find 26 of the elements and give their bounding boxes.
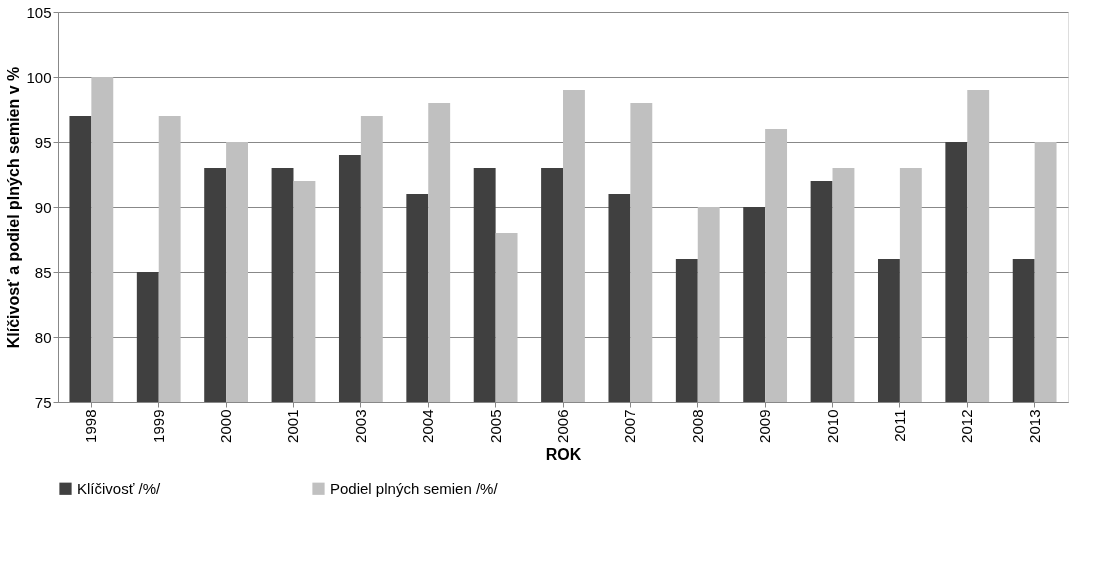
x-tick-label: 2000 [217, 409, 235, 443]
x-tick-label: 2010 [823, 409, 841, 443]
y-tick-label: 100 [26, 68, 52, 86]
y-axis-title: Klíčivosť a podiel plných semien v % [5, 66, 23, 349]
x-tick-label: 2004 [419, 409, 437, 443]
x-tick-label: 2007 [621, 409, 639, 443]
y-tick-label: 90 [34, 198, 52, 216]
y-tick-label: 80 [34, 328, 52, 346]
x-tick-label: 2012 [958, 409, 976, 443]
y-tick-label: 95 [34, 133, 52, 151]
x-tick-label: 2006 [554, 409, 571, 443]
x-tick-label: 1999 [149, 409, 167, 443]
y-tick-label: 85 [34, 263, 52, 281]
x-tick-label: 2009 [756, 409, 774, 443]
x-tick-label: 2003 [351, 409, 369, 443]
legend-label: Podiel plných semien /%/ [330, 479, 499, 497]
x-tick-label: 2005 [486, 409, 504, 443]
x-tick-label: 2013 [1025, 409, 1043, 443]
x-tick-label: 2008 [688, 409, 706, 443]
y-tick-label: 75 [34, 393, 52, 411]
y-tick-label: 105 [26, 3, 52, 21]
x-tick-label: 2001 [284, 409, 302, 443]
x-tick-label: 2011 [890, 409, 908, 442]
x-axis-title: ROK [545, 445, 582, 463]
legend-label: Klíčivosť /%/ [77, 479, 161, 497]
x-tick-label: 1998 [82, 409, 100, 443]
